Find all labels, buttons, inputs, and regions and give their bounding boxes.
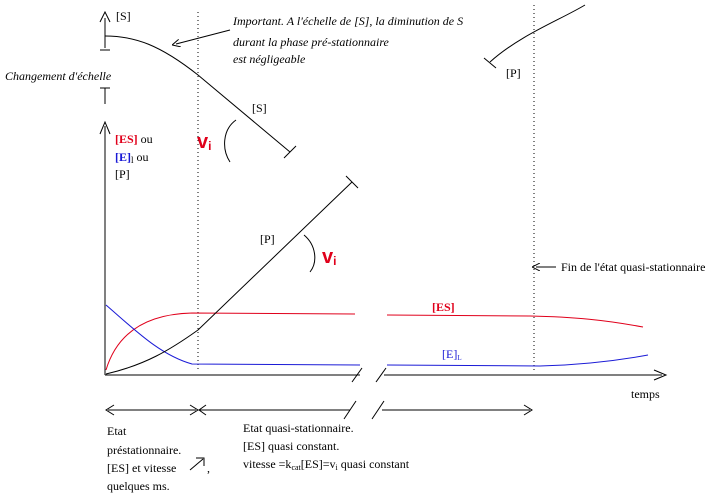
important-note-line-2: durant la phase pré-stationnaire [233, 35, 390, 49]
substrate-curve [104, 35, 291, 153]
vi-upper-label: vi [197, 131, 211, 153]
substrate-curve-end-tick [283, 145, 297, 159]
phase2-line-1: Etat quasi-stationnaire. [243, 421, 354, 435]
e-curve-label: [E]L [442, 347, 462, 362]
substrate-curve-label: [S] [252, 101, 267, 115]
vi-lower-label: vi [322, 246, 336, 268]
phase2-line-3: vitesse =kcat[ES]=vi quasi constant [243, 457, 410, 472]
y-axis-label-line-1: [ES] ou [115, 132, 153, 146]
product-curve-top-label: [P] [506, 66, 521, 80]
product-curve-label: [P] [260, 232, 275, 246]
phase1-line-3-comma: , [207, 461, 210, 475]
vi-upper-arc [224, 119, 237, 163]
product-curve [105, 181, 353, 375]
e-curve [105, 304, 361, 366]
main-axes [99, 120, 668, 383]
important-note-arrow [176, 29, 231, 44]
es-curve-label: [ES] [432, 300, 455, 314]
product-curve-top-tick [483, 57, 497, 69]
es-curve [105, 312, 356, 371]
es-curve-continued [386, 314, 644, 328]
end-quasi-label: Fin de l'état quasi-stationnaire [561, 260, 705, 274]
vi-lower-arc [303, 234, 316, 273]
phase-arrows [105, 400, 533, 420]
substrate-axis [99, 10, 111, 104]
important-note-line-1: Important. A l'échelle de [S], la diminu… [232, 14, 463, 28]
y-axis-label-line-3: [P] [115, 167, 130, 181]
phase1-line-2: préstationnaire. [107, 443, 181, 457]
important-note-line-3: est négligeable [233, 52, 306, 66]
e-curve-continued [386, 354, 649, 367]
increase-arrow-icon [189, 457, 205, 471]
y-axis-label-line-2: [E]l ou [115, 150, 149, 165]
phase1-line-4: quelques ms. [107, 479, 170, 493]
phase1-line-1: Etat [107, 424, 127, 438]
substrate-axis-label: [S] [116, 9, 131, 23]
product-curve-end-tick [345, 175, 359, 189]
phase1-line-3: [ES] et vitesse [107, 461, 176, 475]
phase2-line-2: [ES] quasi constant. [243, 439, 339, 453]
product-curve-top [489, 4, 586, 63]
scale-change-label: Changement d'échelle [5, 69, 112, 83]
time-axis-label: temps [631, 387, 660, 401]
